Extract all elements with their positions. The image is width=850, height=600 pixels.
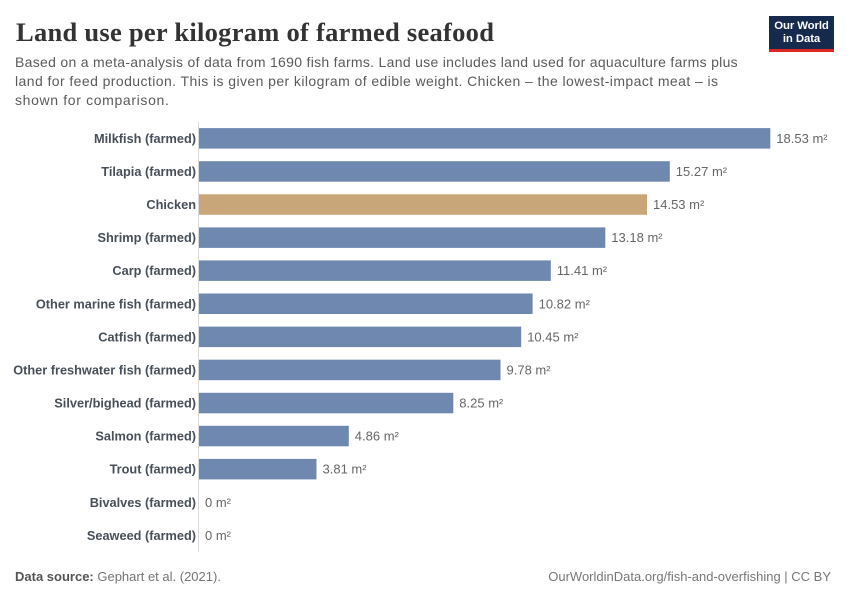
svg-text:Carp (farmed): Carp (farmed) (112, 263, 196, 278)
svg-text:Seaweed (farmed): Seaweed (farmed) (87, 528, 196, 543)
svg-text:8.25 m²: 8.25 m² (459, 396, 504, 411)
svg-text:10.45 m²: 10.45 m² (527, 329, 579, 344)
svg-text:Trout (farmed): Trout (farmed) (110, 462, 196, 477)
svg-text:4.86 m²: 4.86 m² (355, 429, 400, 444)
svg-text:18.53 m²: 18.53 m² (776, 131, 828, 146)
svg-text:11.41 m²: 11.41 m² (557, 263, 608, 278)
svg-text:13.18 m²: 13.18 m² (611, 230, 663, 245)
svg-text:0 m²: 0 m² (205, 495, 232, 510)
svg-text:15.27 m²: 15.27 m² (676, 164, 728, 179)
svg-text:Shrimp (farmed): Shrimp (farmed) (98, 230, 196, 245)
svg-text:9.78 m²: 9.78 m² (507, 363, 552, 378)
svg-text:Other freshwater fish (farmed): Other freshwater fish (farmed) (13, 363, 196, 378)
svg-text:3.81 m²: 3.81 m² (323, 462, 368, 477)
svg-text:Salmon (farmed): Salmon (farmed) (95, 429, 196, 444)
svg-text:Milkfish (farmed): Milkfish (farmed) (94, 131, 196, 146)
svg-text:Silver/bighead (farmed): Silver/bighead (farmed) (54, 396, 196, 411)
svg-text:10.82 m²: 10.82 m² (539, 296, 591, 311)
svg-text:Other marine fish (farmed): Other marine fish (farmed) (36, 296, 196, 311)
svg-text:0 m²: 0 m² (205, 528, 232, 543)
svg-text:Chicken: Chicken (146, 197, 196, 212)
svg-text:Bivalves (farmed): Bivalves (farmed) (90, 495, 196, 510)
svg-text:Catfish (farmed): Catfish (farmed) (98, 329, 196, 344)
svg-text:Tilapia (farmed): Tilapia (farmed) (101, 164, 196, 179)
svg-text:14.53 m²: 14.53 m² (653, 197, 705, 212)
